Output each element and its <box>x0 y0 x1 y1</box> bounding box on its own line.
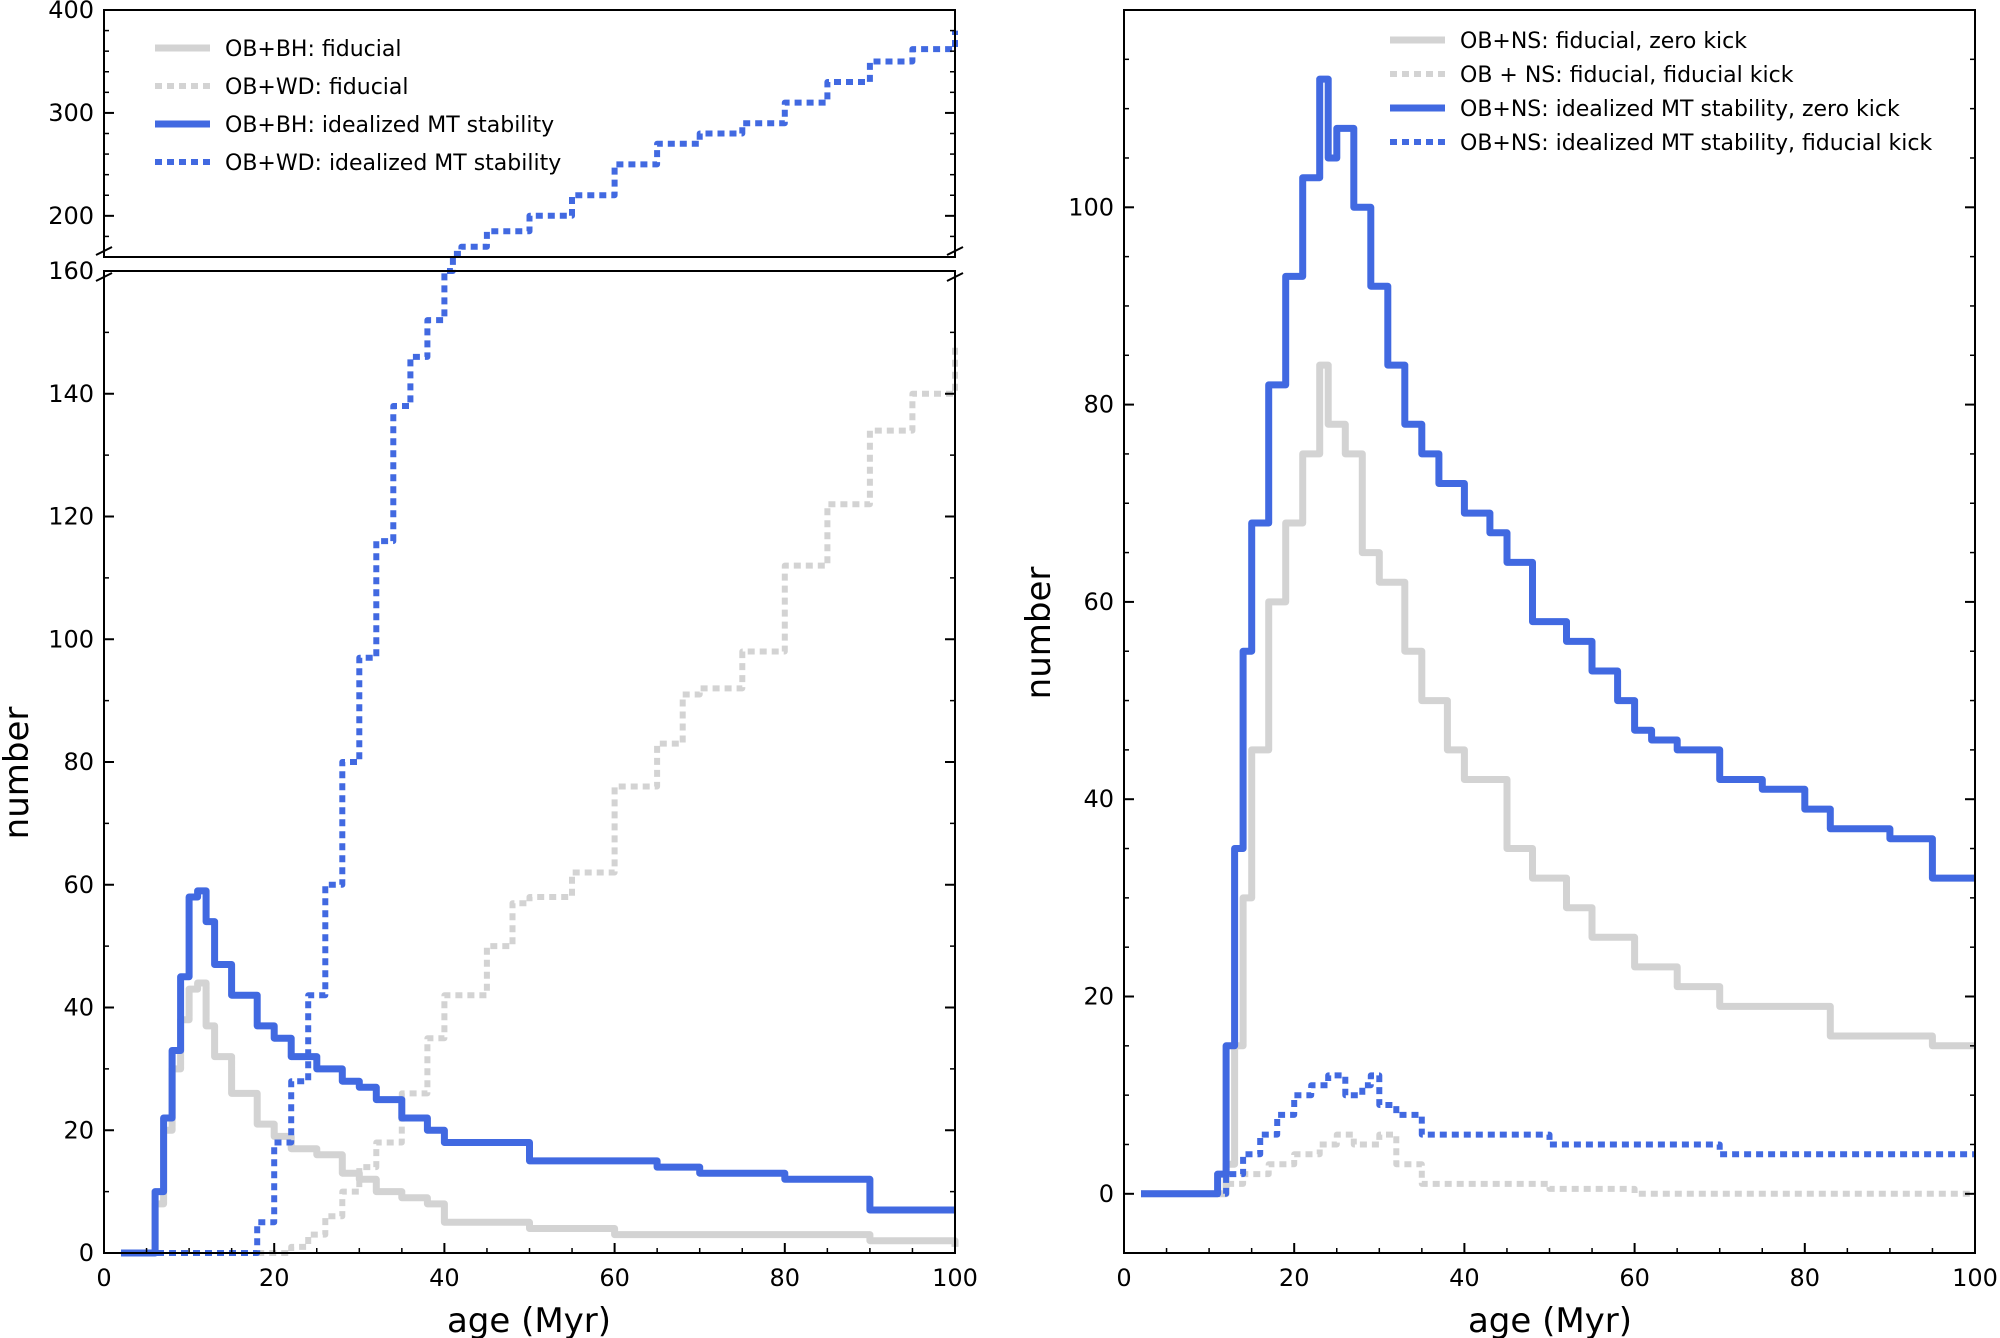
y-tick-label: 0 <box>79 1239 94 1267</box>
series-ob-ns-fiducial-fiducial-kick <box>1141 1131 1975 1197</box>
y-tick-label: 60 <box>1083 588 1114 616</box>
x-tick-label: 100 <box>1952 1264 1998 1292</box>
y-tick-label: 80 <box>1083 391 1114 419</box>
legend-label-ob-wd-fiducial: OB+WD: fiducial <box>225 75 409 100</box>
x-tick-label: 60 <box>599 1264 630 1292</box>
series-ob-wd-fiducial <box>257 344 958 1256</box>
y-tick-label: 20 <box>1083 983 1114 1011</box>
x-tick-label: 0 <box>96 1264 111 1292</box>
left-panel-chart: 0 20 40 60 80 100 0 20 40 60 80 100 120 140 160 200 300 4… <box>0 0 978 1338</box>
y-tick-label: 20 <box>63 1116 94 1144</box>
series-ob-bh-idealized-mt-stability <box>121 887 955 1257</box>
x-tick-label: 80 <box>770 1264 801 1292</box>
axis-break-marks <box>95 246 964 282</box>
right-x-axis-label: age (Myr) <box>1468 1301 1632 1338</box>
legend-label-ob-ns-fiducial-zero-kick: OB+NS: fiducial, zero kick <box>1460 29 1747 54</box>
y-tick-label: 60 <box>63 871 94 899</box>
y-tick-label: 40 <box>1083 785 1114 813</box>
y-tick-label: 80 <box>63 748 94 776</box>
left-x-axis-label: age (Myr) <box>447 1301 611 1338</box>
right-legend: OB+NS: fiducial, zero kick OB + NS: fiduc… <box>1390 29 1932 156</box>
right-panel-chart: 0 20 40 60 80 100 0 20 40 60 80 100 age (Myr) numbe… <box>1019 9 1998 1338</box>
x-tick-label: 40 <box>429 1264 460 1292</box>
legend-label-ob-ns-idealized-mt-stability-fiducial-kick: OB+NS: idealized MT stability, fiducial … <box>1460 131 1932 156</box>
y-tick-label: 200 <box>48 202 94 230</box>
y-tick-label: 0 <box>1099 1180 1114 1208</box>
x-tick-label: 20 <box>259 1264 290 1292</box>
y-tick-label: 300 <box>48 99 94 127</box>
x-tick-label: 40 <box>1449 1264 1480 1292</box>
x-tick-label: 60 <box>1619 1264 1650 1292</box>
legend-label-ob-wd-idealized-mt-stability: OB+WD: idealized MT stability <box>225 151 561 176</box>
x-tick-label: 100 <box>932 1264 978 1292</box>
y-tick-label: 100 <box>1068 193 1114 221</box>
x-tick-label: 20 <box>1279 1264 1310 1292</box>
legend-label-ob-ns-fiducial-fiducial-kick: OB + NS: fiducial, fiducial kick <box>1460 63 1794 88</box>
y-tick-label: 100 <box>48 625 94 653</box>
x-tick-label: 80 <box>1790 1264 1821 1292</box>
legend-label-ob-ns-idealized-mt-stability-zero-kick: OB+NS: idealized MT stability, zero kick <box>1460 97 1900 122</box>
left-legend: OB+BH: fiducial OB+WD: fiducial OB+BH: ide… <box>155 37 561 176</box>
legend-label-ob-bh-idealized-mt-stability: OB+BH: idealized MT stability <box>225 113 554 138</box>
x-tick-label: 0 <box>1116 1264 1131 1292</box>
y-tick-label: 160 <box>48 257 94 285</box>
series-ob-ns-idealized-mt-stability-fiducial-kick <box>1141 1072 1975 1197</box>
left-frame-lower <box>103 270 956 1254</box>
series-ob-bh-fiducial <box>121 979 959 1257</box>
series-ob-ns-idealized-mt-stability-zero-kick <box>1141 75 1975 1198</box>
series-ob-wd-idealized-mt-stability <box>121 30 958 1256</box>
y-tick-label: 400 <box>48 0 94 24</box>
legend-label-ob-bh-fiducial: OB+BH: fiducial <box>225 37 401 62</box>
left-y-axis-label: number <box>0 707 37 840</box>
y-tick-label: 40 <box>63 994 94 1022</box>
y-tick-label: 140 <box>48 380 94 408</box>
right-y-axis-label: number <box>1019 567 1059 700</box>
series-ob-ns-fiducial-zero-kick <box>1141 361 1975 1198</box>
y-tick-label: 120 <box>48 503 94 531</box>
